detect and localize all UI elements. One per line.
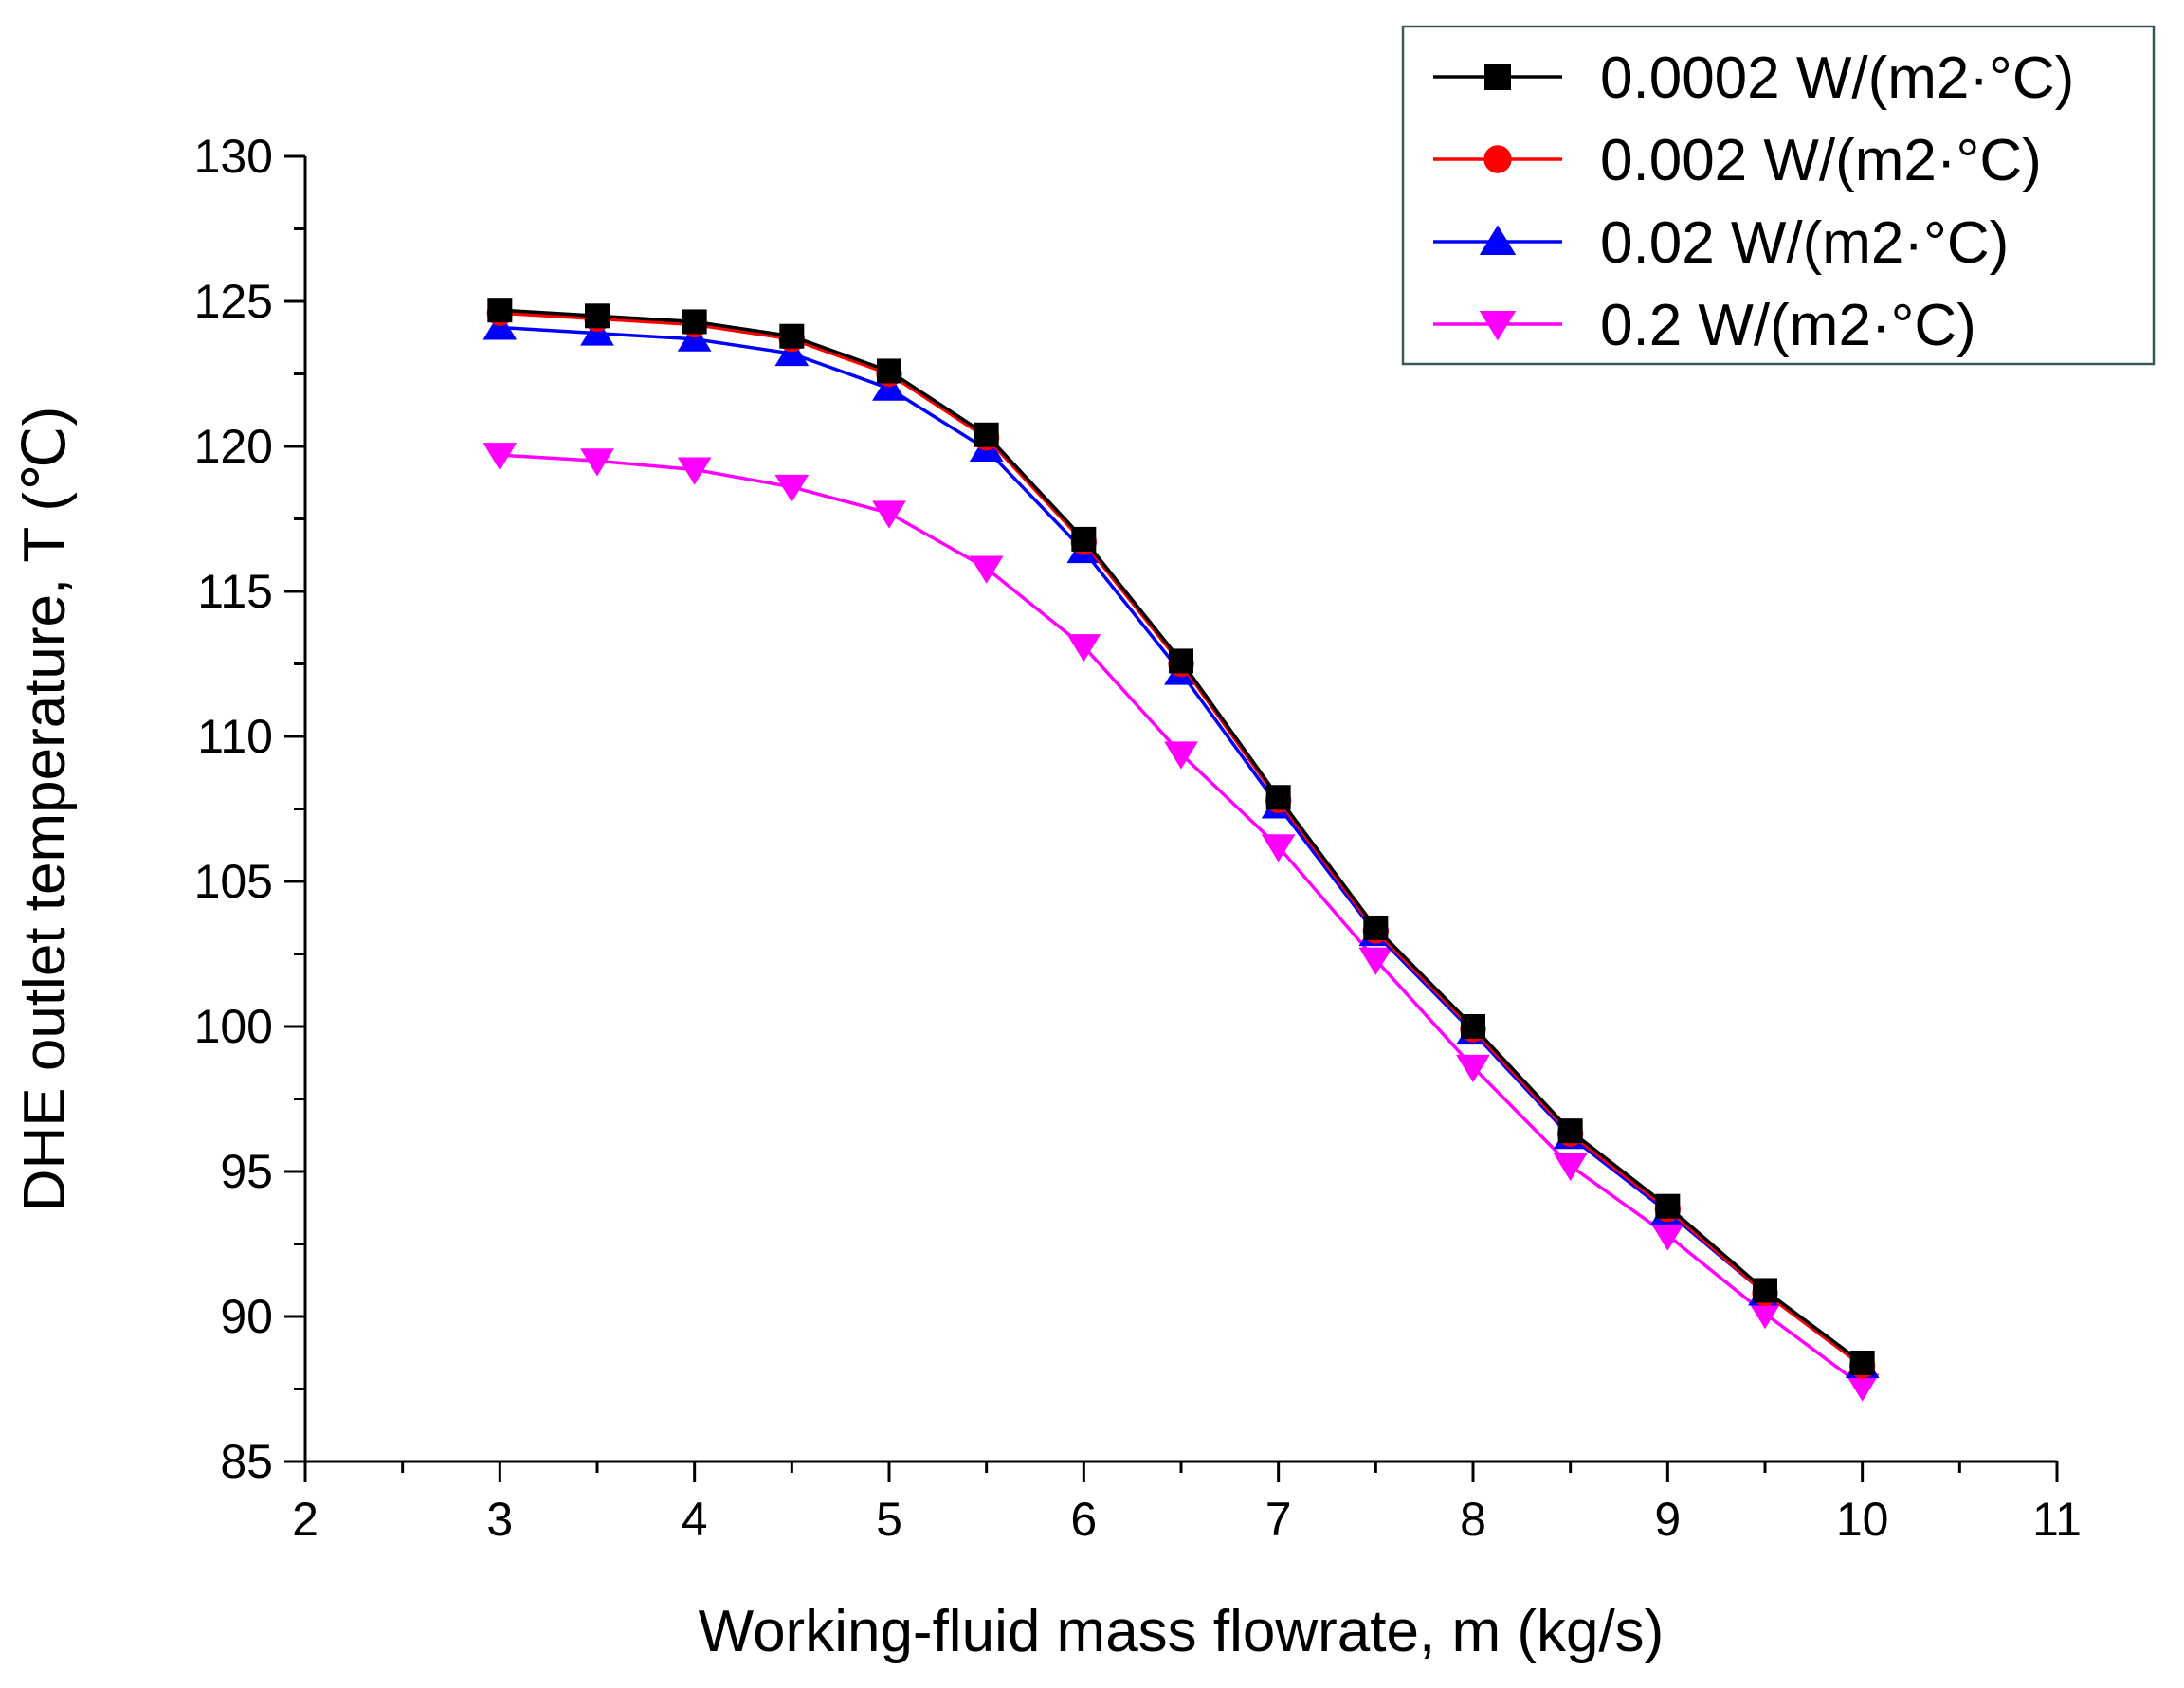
marker-triangle-down xyxy=(1261,834,1296,862)
x-tick-label: 9 xyxy=(1654,1493,1681,1546)
marker-square xyxy=(779,323,805,349)
marker-triangle-down xyxy=(1479,311,1517,341)
marker-triangle-down xyxy=(969,555,1004,584)
legend-item-3: 0.2 W/(m2·°C) xyxy=(1433,293,1976,358)
marker-triangle-down xyxy=(1164,741,1198,770)
marker-triangle-down xyxy=(774,474,810,503)
marker-triangle-down xyxy=(1845,1373,1880,1402)
x-tick-label: 10 xyxy=(1836,1493,1889,1546)
marker-square xyxy=(1557,1118,1583,1144)
y-tick-label: 125 xyxy=(194,275,273,328)
marker-triangle-up xyxy=(482,312,518,340)
marker-triangle-up xyxy=(872,372,906,401)
legend-frame xyxy=(1401,25,2156,366)
marker-triangle-down xyxy=(1650,1223,1685,1251)
x-tick-label: 3 xyxy=(486,1493,513,1546)
marker-triangle-down xyxy=(1748,1300,1782,1330)
marker-square xyxy=(1849,1350,1875,1375)
x-tick-label: 6 xyxy=(1070,1493,1097,1546)
marker-square xyxy=(1169,648,1193,674)
legend-label: 0.02 W/(m2·°C) xyxy=(1600,210,2009,276)
marker-square xyxy=(974,422,999,447)
y-tick-label: 100 xyxy=(194,1000,273,1053)
x-tick-label: 4 xyxy=(682,1493,708,1546)
x-tick-label: 5 xyxy=(876,1493,902,1546)
marker-triangle-up xyxy=(580,318,614,346)
series-0 xyxy=(487,298,1875,1375)
marker-square xyxy=(1363,915,1389,940)
y-tick-label: 105 xyxy=(194,855,273,908)
marker-triangle-down xyxy=(482,443,518,471)
marker-triangle-down xyxy=(1553,1153,1588,1182)
legend-label: 0.2 W/(m2·°C) xyxy=(1600,293,1976,358)
marker-circle xyxy=(1483,145,1512,173)
y-tick-label: 95 xyxy=(220,1145,273,1198)
x-tick-label: 7 xyxy=(1265,1493,1292,1546)
marker-triangle-up xyxy=(677,323,712,352)
x-tick-label: 11 xyxy=(2032,1493,2082,1546)
marker-square xyxy=(1071,526,1097,552)
y-axis-title: DHE outlet temperature, T (℃) xyxy=(12,407,78,1212)
series-3 xyxy=(482,443,1880,1402)
marker-triangle-down xyxy=(580,448,614,477)
marker-triangle-down xyxy=(1456,1054,1490,1083)
marker-square xyxy=(1265,785,1291,810)
marker-square xyxy=(1753,1278,1777,1303)
legend-label: 0.002 W/(m2·°C) xyxy=(1600,128,2042,193)
marker-square xyxy=(1655,1193,1681,1219)
x-axis-title: Working-fluid mass flowrate, m (kg/s) xyxy=(699,1599,1665,1664)
marker-square xyxy=(1461,1014,1485,1039)
marker-triangle-down xyxy=(677,457,712,485)
marker-square xyxy=(585,303,610,329)
marker-triangle-up xyxy=(774,337,810,367)
y-tick-label: 115 xyxy=(197,565,273,618)
legend-item-2: 0.02 W/(m2·°C) xyxy=(1433,210,2009,276)
marker-square xyxy=(877,358,901,384)
marker-square xyxy=(1484,64,1511,90)
x-tick-label: 2 xyxy=(292,1493,318,1546)
series-group xyxy=(482,298,1880,1402)
y-tick-label: 90 xyxy=(220,1290,273,1343)
marker-triangle-up xyxy=(1479,225,1517,255)
legend: 0.0002 W/(m2·°C) 0.002 W/(m2·°C) 0.02 W/(m… xyxy=(1401,25,2156,366)
legend-label: 0.0002 W/(m2·°C) xyxy=(1600,45,2074,111)
marker-triangle-down xyxy=(1066,634,1101,662)
x-tick-label: 8 xyxy=(1460,1493,1486,1546)
marker-triangle-down xyxy=(872,500,906,529)
y-tick-label: 110 xyxy=(197,710,273,763)
y-tick-label: 85 xyxy=(220,1435,273,1488)
y-tick-label: 120 xyxy=(194,420,273,473)
axes: 2 3 4 5 6 7 8 9 10 11 85 90 95 100 105 110 115 120 125 130 xyxy=(194,130,2082,1546)
legend-item-0: 0.0002 W/(m2·°C) xyxy=(1433,45,2074,111)
legend-item-1: 0.002 W/(m2·°C) xyxy=(1433,128,2042,193)
marker-square xyxy=(682,309,707,335)
marker-triangle-down xyxy=(1358,947,1393,975)
y-tick-label: 130 xyxy=(194,130,273,183)
marker-square xyxy=(487,298,513,323)
